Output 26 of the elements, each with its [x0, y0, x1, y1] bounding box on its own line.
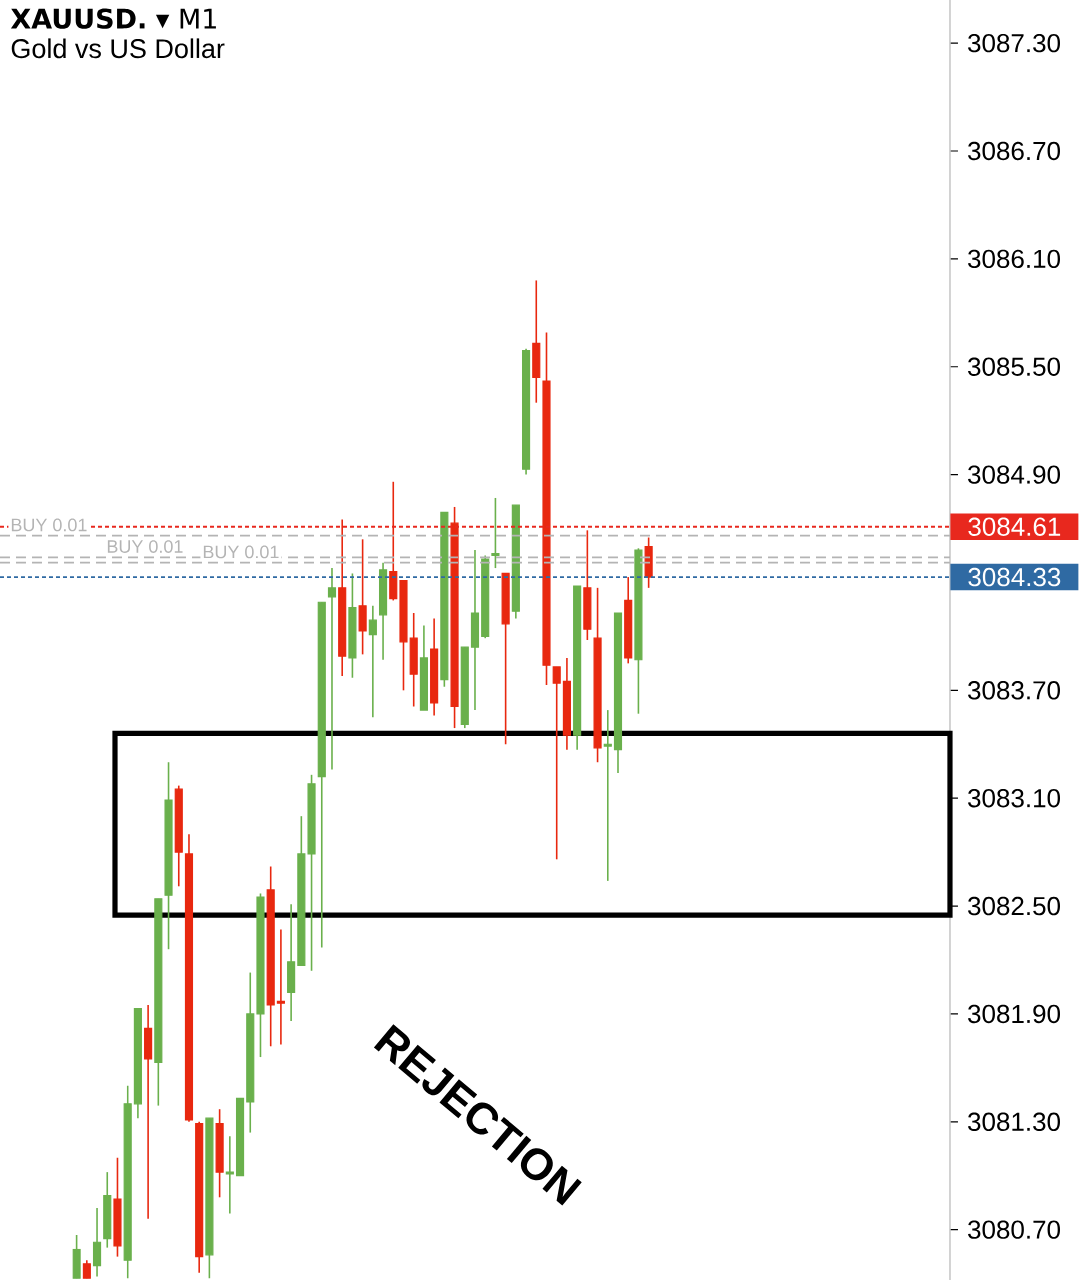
candlestick: [327, 567, 337, 771]
ref-line-label: BUY 0.01: [11, 518, 87, 532]
chart-title: XAUUSD. ▾ M1: [10, 8, 216, 29]
y-tick-label: 3082.50: [968, 896, 1061, 916]
ref-line-label: BUY 0.01: [107, 540, 183, 553]
y-tick-label: 3080.70: [968, 1220, 1061, 1239]
y-tick-label: 3086.70: [968, 141, 1061, 161]
candlestick: [225, 1135, 234, 1215]
candlestick: [276, 928, 285, 1046]
y-tick-label: 3083.10: [968, 788, 1061, 808]
y-tick-label: 3084.90: [968, 465, 1061, 484]
candlestick: [368, 605, 377, 719]
ref-line-label: 3084.33: [968, 567, 1061, 587]
y-tick-label: 3085.50: [968, 357, 1061, 376]
candlestick: [603, 709, 612, 882]
candlestick: [491, 497, 500, 569]
y-tick-label: 3083.70: [968, 681, 1061, 700]
ref-line-label: BUY 0.01: [203, 545, 279, 559]
y-tick-label: 3081.90: [968, 1004, 1061, 1024]
candlestick: [552, 666, 561, 861]
text: Gold vs US Dollar: [11, 38, 225, 59]
candlestick: [92, 1207, 102, 1278]
y-tick-label: 3086.10: [968, 249, 1061, 269]
y-tick-label: 3087.30: [968, 33, 1061, 53]
ref-line-label: 3084.61: [968, 517, 1061, 536]
y-tick-label: 3081.30: [968, 1112, 1061, 1131]
